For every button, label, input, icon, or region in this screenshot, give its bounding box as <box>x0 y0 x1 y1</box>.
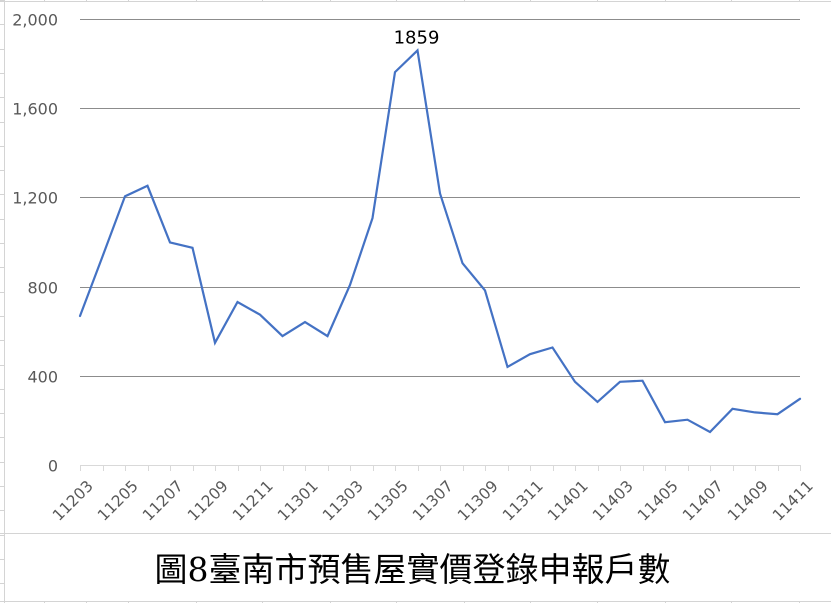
y-tick-label: 1,200 <box>12 189 58 208</box>
x-tick-label: 11303 <box>319 477 367 525</box>
y-tick-label: 800 <box>27 279 58 298</box>
x-tick-label: 11301 <box>274 477 322 525</box>
x-tick-label: 11209 <box>184 477 232 525</box>
x-tick-label: 11205 <box>94 477 142 525</box>
series-line <box>78 48 802 434</box>
chart-title: 圖8臺南市預售屋實價登錄申報戶數 <box>154 550 671 589</box>
y-tick-label: 1,600 <box>12 100 58 119</box>
x-tick-label: 11407 <box>679 477 727 525</box>
x-tick-label: 11211 <box>229 477 277 525</box>
x-axis <box>80 465 801 471</box>
x-tick-label: 11207 <box>139 477 187 525</box>
x-tick-label: 11409 <box>724 477 772 525</box>
x-tick-label: 11411 <box>769 477 817 525</box>
y-gridlines <box>80 19 800 377</box>
x-tick-label: 11203 <box>49 477 97 525</box>
x-tick-label: 11309 <box>454 477 502 525</box>
peak-data-label: 1859 <box>394 27 440 48</box>
x-tick-label: 11311 <box>499 477 547 525</box>
data-series-line <box>78 48 802 434</box>
x-axis-labels: 1120311205112071120911211113011130311305… <box>49 477 817 525</box>
y-axis-labels: 0 400 800 1,200 1,600 2,000 <box>12 11 58 476</box>
data-labels: 1859 <box>394 27 440 48</box>
y-tick-label: 0 <box>48 457 58 476</box>
x-tick-label: 11403 <box>589 477 637 525</box>
x-tick-label: 11307 <box>409 477 457 525</box>
y-tick-label: 400 <box>27 368 58 387</box>
x-tick-label: 11401 <box>544 477 592 525</box>
x-tick-label: 11405 <box>634 477 682 525</box>
chart-title-cell[interactable]: 圖8臺南市預售屋實價登錄申報戶數 <box>4 533 831 601</box>
x-tick-label: 11305 <box>364 477 412 525</box>
y-tick-label: 2,000 <box>12 11 58 30</box>
